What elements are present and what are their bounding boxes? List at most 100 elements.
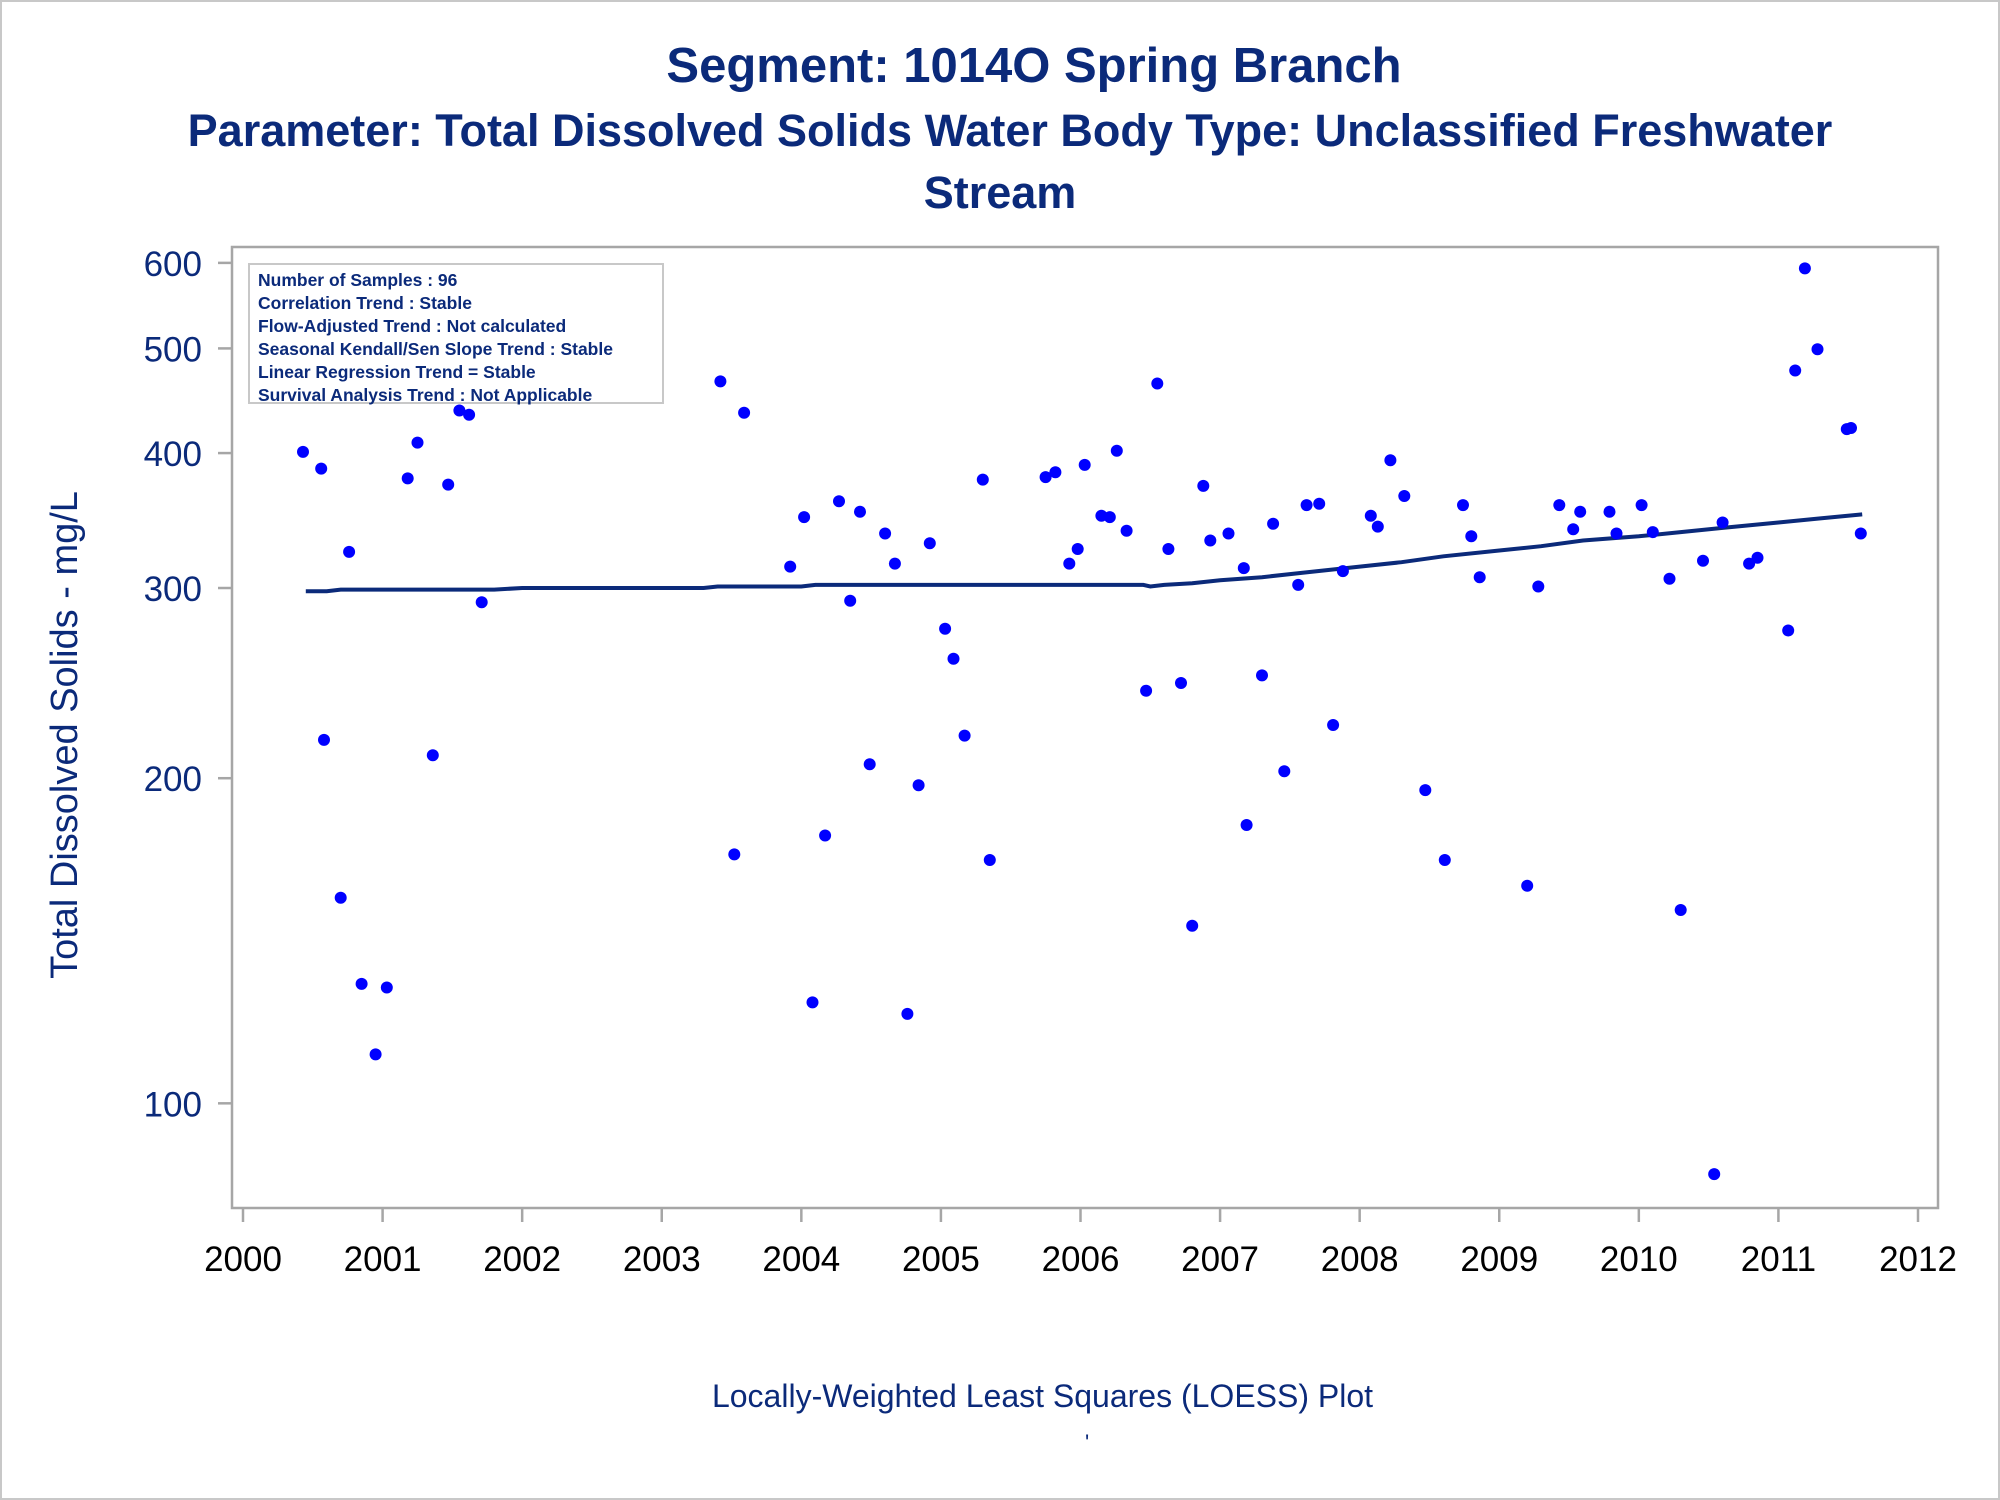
data-point <box>844 594 857 607</box>
data-point <box>798 511 811 524</box>
chart-title-parameter: Parameter: Total Dissolved Solids Water … <box>187 105 1833 156</box>
data-point <box>1798 262 1811 275</box>
data-point <box>1398 490 1411 502</box>
x-tick-label-2006: 2006 <box>1042 1240 1120 1279</box>
data-point <box>1782 624 1795 637</box>
data-point <box>1574 505 1587 518</box>
data-point <box>888 557 901 570</box>
data-points <box>297 262 1867 1181</box>
x-tick-label-2001: 2001 <box>344 1240 422 1279</box>
x-tick-label-2005: 2005 <box>902 1240 980 1279</box>
data-point <box>442 478 455 491</box>
data-point <box>1313 497 1326 510</box>
stat-correlation-trend: Correlation Trend : Stable <box>258 293 472 313</box>
data-point <box>369 1048 382 1061</box>
data-point <box>1186 919 1199 932</box>
data-point <box>863 758 876 771</box>
data-point <box>1364 509 1377 522</box>
y-tick-label-200: 200 <box>144 760 202 799</box>
stat-linear-regression-trend: Linear Regression Trend = Stable <box>258 362 536 382</box>
data-point <box>1845 422 1857 434</box>
data-point <box>1610 527 1623 540</box>
data-point <box>738 406 751 419</box>
data-point <box>1603 505 1616 518</box>
data-point <box>334 891 347 904</box>
data-point <box>1635 499 1648 512</box>
x-tick-label-2002: 2002 <box>483 1240 561 1279</box>
data-point <box>1553 499 1566 512</box>
data-point <box>1267 517 1280 530</box>
data-point <box>355 977 368 990</box>
data-point <box>833 495 845 508</box>
x-tick-label-2007: 2007 <box>1181 1240 1259 1279</box>
data-point <box>1663 572 1676 585</box>
data-point <box>1300 499 1313 512</box>
data-point <box>714 375 727 388</box>
x-tick-label-2010: 2010 <box>1600 1240 1678 1279</box>
x-tick-label-2012: 2012 <box>1879 1240 1957 1279</box>
data-point <box>1078 458 1091 471</box>
data-point <box>1256 669 1268 682</box>
data-point <box>1674 904 1687 916</box>
data-point <box>1071 543 1084 555</box>
data-point <box>784 560 797 573</box>
x-tick-label-2003: 2003 <box>623 1240 701 1279</box>
data-point <box>315 462 328 475</box>
trend-statistics-box: Number of Samples : 96 Correlation Trend… <box>248 263 664 405</box>
data-point <box>1049 466 1062 479</box>
data-point <box>806 996 819 1009</box>
data-point <box>426 749 439 762</box>
data-point <box>1438 854 1451 866</box>
data-point <box>1716 516 1729 529</box>
data-point <box>1465 530 1478 543</box>
data-point <box>1237 562 1250 575</box>
y-tick-label-400: 400 <box>144 435 202 474</box>
data-point <box>1697 554 1709 567</box>
data-point <box>1854 527 1867 540</box>
data-point <box>879 527 892 540</box>
data-point <box>380 981 393 994</box>
data-point <box>854 505 866 518</box>
data-point <box>297 445 309 458</box>
data-point <box>1162 543 1175 555</box>
data-point <box>1384 454 1397 467</box>
data-point <box>1419 784 1432 797</box>
data-point <box>1175 677 1187 689</box>
loess-trend-line <box>305 512 1863 594</box>
data-point <box>1336 565 1349 578</box>
data-point <box>1708 1168 1721 1181</box>
data-point <box>318 733 330 746</box>
chart-title-segment: Segment: 1014O Spring Branch <box>666 39 1402 93</box>
stat-flow-adjusted-trend: Flow-Adjusted Trend : Not calculated <box>258 316 567 336</box>
data-point <box>1222 527 1235 540</box>
plot-method-footnote: Locally-Weighted Least Squares (LOESS) P… <box>711 1378 1374 1414</box>
data-point <box>976 473 989 486</box>
data-point <box>463 408 476 421</box>
y-axis-label: Total Dissolved Solids - mg/L <box>44 491 86 979</box>
data-point <box>819 829 832 842</box>
y-tick-label-300: 300 <box>144 570 202 609</box>
data-point <box>1151 377 1164 390</box>
data-point <box>411 436 424 449</box>
data-point <box>1120 524 1133 537</box>
y-tick-label-500: 500 <box>144 330 202 369</box>
data-point <box>343 545 356 558</box>
x-tick-label-2009: 2009 <box>1460 1240 1538 1279</box>
data-point <box>1240 819 1253 831</box>
stat-number-of-samples: Number of Samples : 96 <box>258 270 458 290</box>
stat-seasonal-kendall-trend: Seasonal Kendall/Sen Slope Trend : Stabl… <box>258 339 613 359</box>
data-point <box>1473 571 1486 584</box>
data-point <box>1371 520 1384 533</box>
data-point <box>1743 557 1756 570</box>
y-axis: 100 200 300 400 500 600 <box>144 245 232 1124</box>
data-point <box>1532 580 1545 593</box>
x-tick-label-2000: 2000 <box>204 1240 282 1279</box>
data-point <box>1140 684 1153 697</box>
y-tick-label-600: 600 <box>144 245 202 284</box>
data-point <box>958 729 971 742</box>
data-point <box>1751 551 1764 564</box>
data-point <box>1110 444 1123 457</box>
x-tick-label-2008: 2008 <box>1321 1240 1399 1279</box>
